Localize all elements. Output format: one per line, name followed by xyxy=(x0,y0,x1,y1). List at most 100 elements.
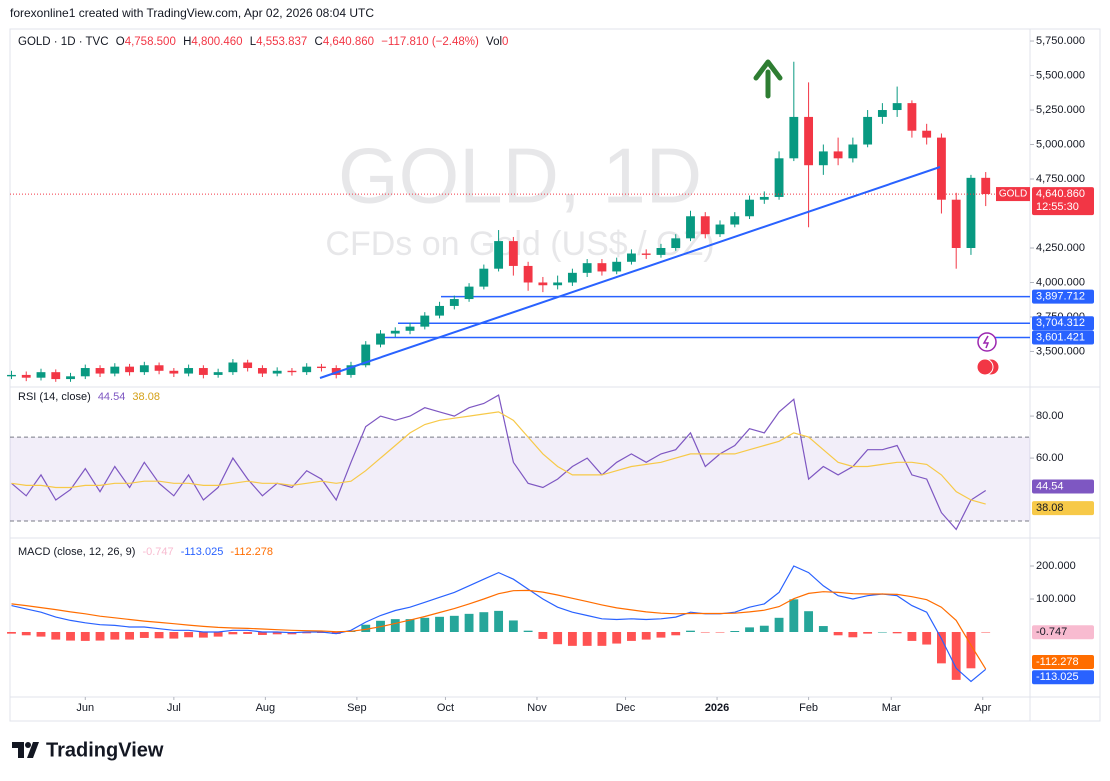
candle-body xyxy=(789,116,799,159)
histogram-bar xyxy=(715,631,725,633)
candle-body xyxy=(66,376,75,380)
histogram-bar xyxy=(228,631,238,635)
histogram-bar xyxy=(538,631,548,639)
histogram-bar xyxy=(257,631,267,635)
histogram-bar xyxy=(523,630,533,632)
candle-body xyxy=(7,374,16,377)
price-badge-bg xyxy=(1032,187,1094,216)
macd-badge-bg xyxy=(1032,655,1094,670)
candle-body xyxy=(80,368,90,377)
candle-body xyxy=(641,253,651,255)
candle-body xyxy=(390,330,400,334)
y-tick-label: 4,250.000 xyxy=(1036,242,1085,254)
up-arrow xyxy=(753,59,783,99)
legend-value: 4,800.460 xyxy=(191,36,242,48)
candle-body xyxy=(656,247,666,255)
histogram-bar xyxy=(95,631,105,641)
histogram-bar xyxy=(110,631,120,640)
candle-body xyxy=(627,253,636,262)
histogram-bar xyxy=(877,631,887,633)
candle-body xyxy=(287,370,297,373)
histogram-bar xyxy=(449,615,459,632)
histogram-bar xyxy=(567,631,577,646)
candle-body xyxy=(257,368,267,374)
y-tick-label: 5,750.000 xyxy=(1036,35,1085,47)
candle-body xyxy=(508,241,518,266)
y-tick-label: 4,000.000 xyxy=(1036,276,1085,288)
candle-body xyxy=(523,265,533,283)
x-tick-label: Jun xyxy=(76,702,94,714)
macd-legend: MACD (close, 12, 26, 9) -0.747 -113.025 … xyxy=(18,546,273,558)
rsi-badge: 44.54 xyxy=(1036,480,1064,492)
candle-body xyxy=(169,370,179,374)
macd-line xyxy=(11,589,987,670)
candle-body xyxy=(198,368,208,375)
candle-body xyxy=(125,366,134,373)
candle-body xyxy=(804,116,814,166)
histogram-bar xyxy=(686,630,695,632)
y-tick-label: 5,250.000 xyxy=(1036,104,1085,116)
candle-body xyxy=(51,372,61,380)
y-tick-label: 200.000 xyxy=(1036,560,1076,572)
candle-body xyxy=(818,151,828,166)
histogram-bar xyxy=(464,613,474,632)
candle-body xyxy=(863,116,873,145)
histogram-bar xyxy=(169,631,179,639)
y-tick-label: 80.00 xyxy=(1036,410,1064,422)
histogram-bar xyxy=(759,625,769,632)
rsi-badge-bg xyxy=(1032,479,1094,494)
histogram-bar xyxy=(139,631,149,638)
hist-badge-bg xyxy=(1032,625,1094,640)
histogram-bar xyxy=(951,631,961,680)
rsi-band xyxy=(10,437,1030,522)
histogram-bar xyxy=(213,631,223,637)
logo-dot xyxy=(25,742,31,748)
candle-body xyxy=(759,196,769,200)
candle-body xyxy=(317,366,326,369)
histogram-bar xyxy=(818,626,828,632)
hist-value: -0.747 xyxy=(142,546,173,558)
candle-body xyxy=(922,130,932,138)
level-label-bg xyxy=(1032,289,1094,304)
candle-body xyxy=(745,199,754,217)
x-tick-label: Jul xyxy=(167,702,181,714)
histogram-bar xyxy=(892,631,902,634)
candle-body xyxy=(671,238,681,248)
x-tick-label: Nov xyxy=(527,702,547,714)
candle-body xyxy=(36,372,46,378)
legend-label: Vol xyxy=(486,36,502,48)
legend-label: H xyxy=(183,36,191,48)
rsi-ma-value: 38.08 xyxy=(132,391,160,403)
histogram-bar xyxy=(730,631,740,632)
histogram-bar xyxy=(656,631,666,638)
histogram-bar xyxy=(272,631,282,635)
hist-badge: -0.747 xyxy=(1036,626,1067,638)
macd-badge-bg xyxy=(1032,670,1094,685)
candle-body xyxy=(139,365,149,373)
logo-text: TradingView xyxy=(46,739,164,761)
y-tick-label: 60.00 xyxy=(1036,452,1064,464)
level-label: 3,601.421 xyxy=(1036,331,1085,343)
plot-layer: Jun Jul Aug Sep Oct Nov Dec 2026 Feb Mar Apr 5,750.… xyxy=(7,35,1094,714)
symbol-badge: GOLD xyxy=(999,189,1027,200)
histogram-bar xyxy=(508,620,518,632)
rsi-title: RSI (14, close) xyxy=(18,391,91,403)
level-label: 3,704.312 xyxy=(1036,317,1085,329)
level-label-bg xyxy=(1032,316,1094,331)
watermark: GOLD, 1D CFDs on Gold (US$ / OZ) xyxy=(325,132,714,263)
histogram-bar xyxy=(612,631,622,644)
candle-body xyxy=(892,103,902,111)
candle-body xyxy=(907,103,917,131)
histogram-bar xyxy=(671,631,681,636)
candle-body xyxy=(582,263,592,273)
candle-body xyxy=(228,362,238,373)
candle-body xyxy=(553,282,563,286)
candle-body xyxy=(361,344,371,366)
symbol-badge-bg xyxy=(996,187,1030,202)
candle-body xyxy=(833,151,843,159)
candle-body xyxy=(302,366,312,373)
candle-body xyxy=(538,282,548,286)
histogram-bar xyxy=(981,631,991,633)
